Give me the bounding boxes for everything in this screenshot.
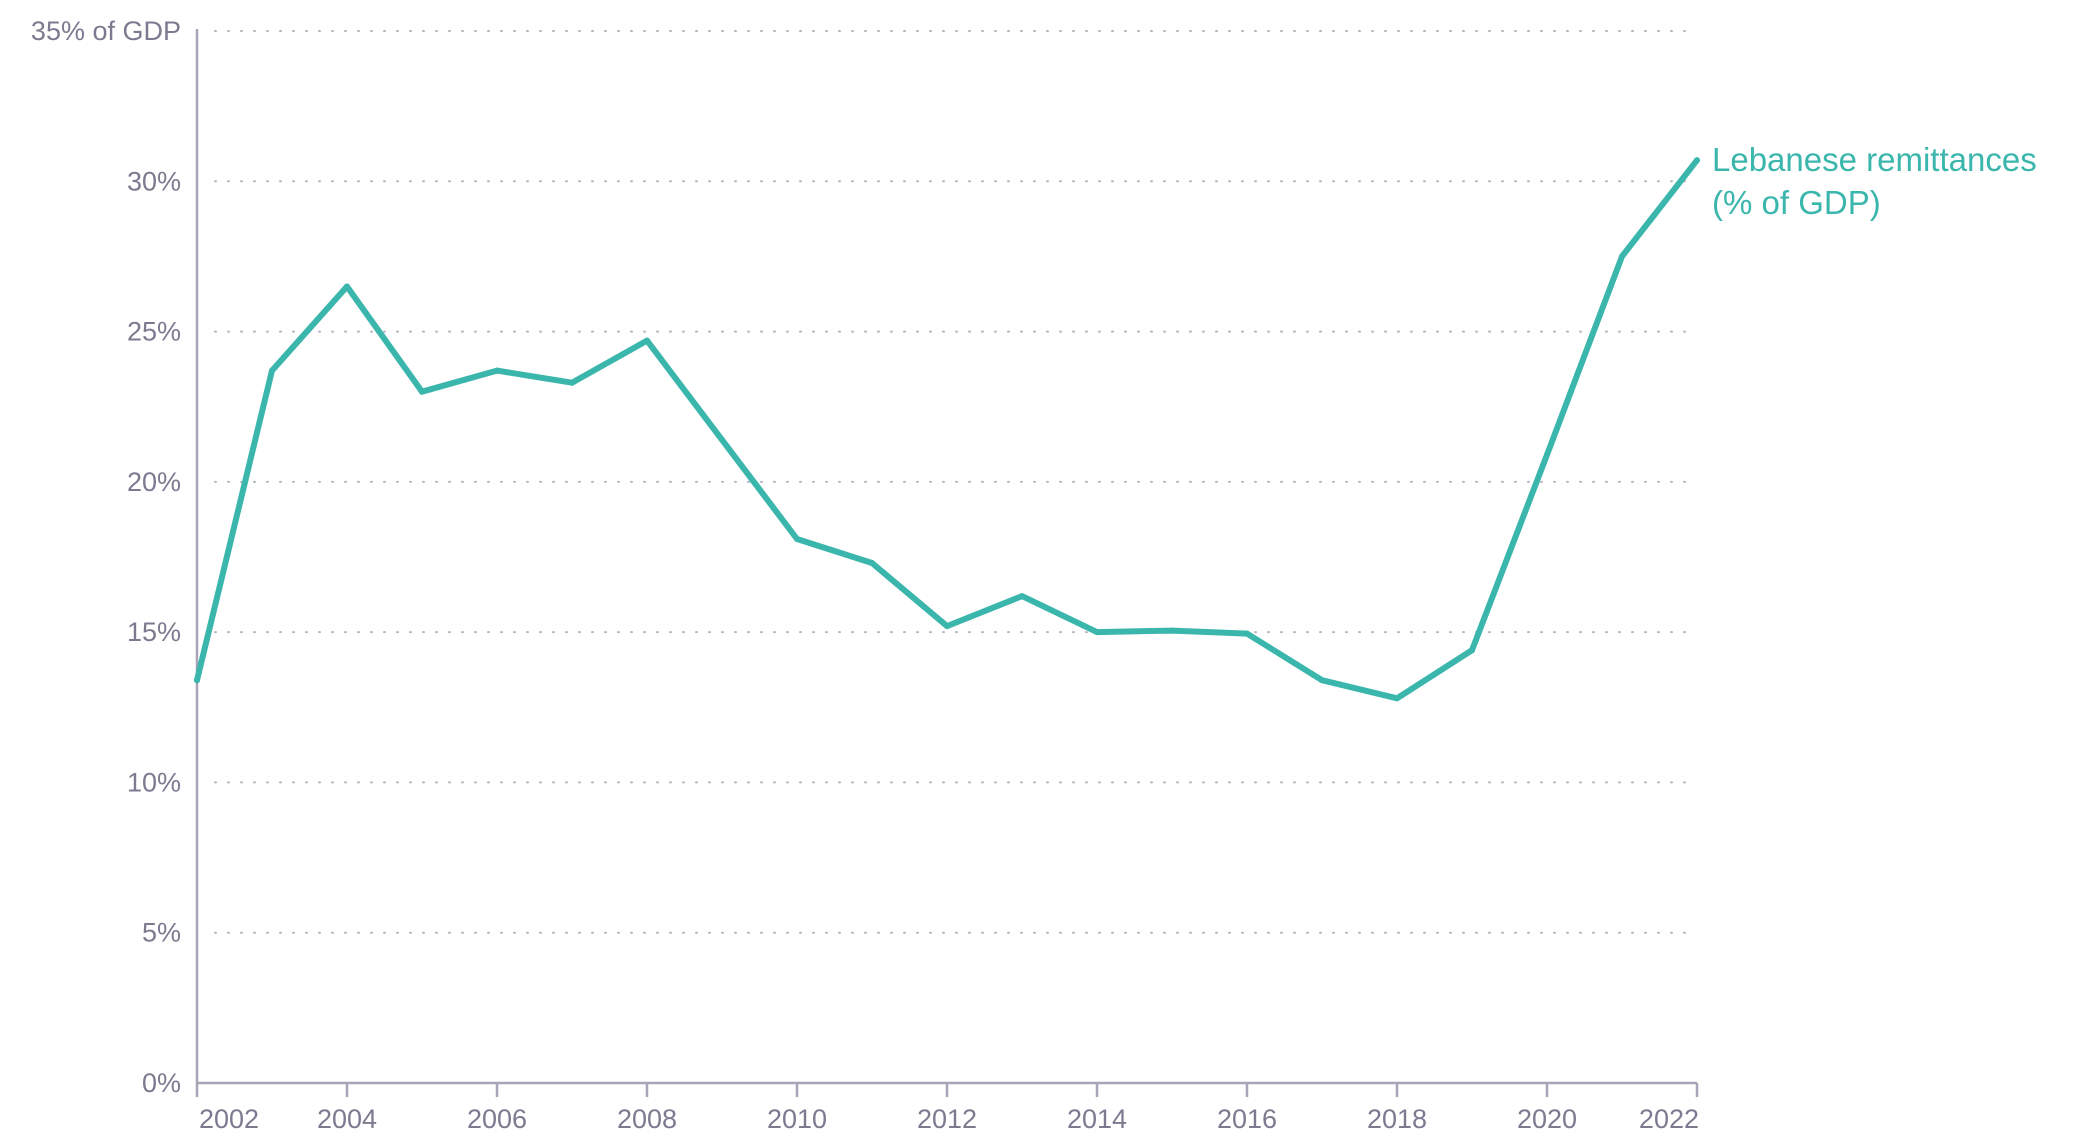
axes [195,29,1697,1085]
y-tick-label-10: 10% [127,767,181,797]
series-label-remittances: Lebanese remittances (% of GDP) [1712,141,2037,221]
data-point-2019 [1469,647,1475,654]
data-point-2021 [1619,253,1625,260]
x-tick-label-2006: 2006 [467,1104,527,1134]
data-point-2009 [719,436,725,443]
series [194,157,1700,702]
y-tick-label-5: 5% [142,918,181,948]
data-point-2005 [419,388,425,395]
x-tick-label-2002: 2002 [199,1104,259,1134]
x-tick-label-2010: 2010 [767,1104,827,1134]
x-tick-label-2012: 2012 [917,1104,977,1134]
y-tick-label-0: 0% [142,1068,181,1098]
y-axis-ticks: 0% 5% 10% 15% 20% 25% 30% 35% of GDP [31,16,181,1098]
data-point-2018 [1394,695,1400,702]
x-tick-label-2016: 2016 [1217,1104,1277,1134]
y-tick-label-20: 20% [127,467,181,497]
data-point-2017 [1319,677,1325,684]
x-tick-label-2020: 2020 [1517,1104,1577,1134]
gridlines [214,30,1698,934]
x-tick-label-2008: 2008 [617,1104,677,1134]
data-point-2013 [1019,593,1025,600]
data-point-2016 [1244,630,1250,637]
data-point-2022 [1694,157,1700,164]
series-label-line-2: (% of GDP) [1712,184,1881,221]
data-point-2011 [869,560,875,566]
y-tick-label-15: 15% [127,617,181,647]
data-point-2006 [494,367,500,374]
x-tick-label-2022: 2022 [1639,1104,1699,1134]
x-tick-label-2018: 2018 [1367,1104,1427,1134]
y-tick-label-25: 25% [127,317,181,347]
y-tick-label-35: 35% of GDP [31,16,181,46]
series-label-line-1: Lebanese remittances [1712,141,2037,178]
data-point-2010 [794,536,800,542]
data-point-2020 [1544,451,1550,458]
x-axis-ticks: 2002 2004 2006 2008 2010 2012 2014 2016 2018 2020… [195,1083,1699,1134]
data-point-2014 [1094,629,1100,636]
y-tick-label-30: 30% [127,166,181,196]
series-labels: Lebanese remittances (% of GDP) [1712,141,2037,221]
x-tick-label-2014: 2014 [1067,1104,1127,1134]
data-point-2004 [344,283,350,290]
data-point-2003 [269,367,275,374]
data-point-2015 [1169,627,1175,634]
series-line-remittances [194,157,1700,702]
data-point-2012 [944,623,950,630]
data-point-2008 [644,337,650,344]
data-point-2007 [569,379,575,386]
data-point-2002 [194,677,200,684]
x-tick-label-2004: 2004 [317,1104,377,1134]
